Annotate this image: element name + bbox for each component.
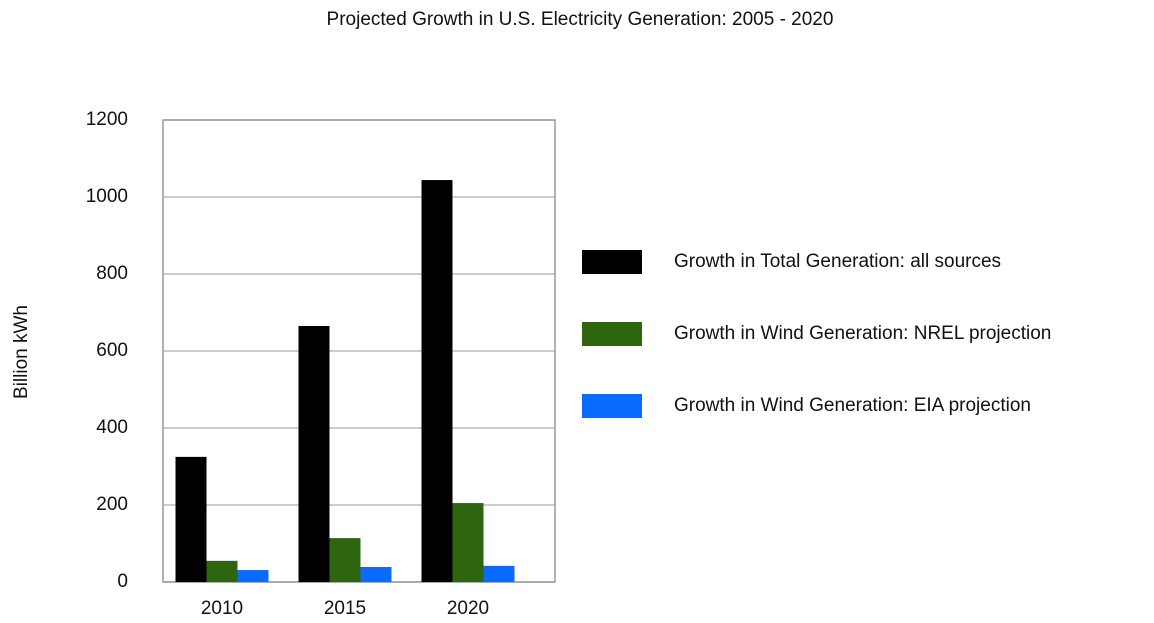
bar xyxy=(298,325,330,582)
x-tick-label: 2015 xyxy=(324,598,366,619)
y-axis-label: Billion kWh xyxy=(11,305,32,399)
legend-label: Growth in Total Generation: all sources xyxy=(674,251,1001,272)
legend-swatch xyxy=(582,322,642,346)
legend-swatch xyxy=(582,250,642,274)
legend-label: Growth in Wind Generation: NREL projecti… xyxy=(674,323,1051,344)
y-tick-label: 200 xyxy=(96,494,128,515)
y-tick-label: 1200 xyxy=(86,109,128,130)
bar xyxy=(452,503,484,582)
chart-title: Projected Growth in U.S. Electricity Gen… xyxy=(327,9,834,30)
legend-label: Growth in Wind Generation: EIA projectio… xyxy=(674,395,1031,416)
bar xyxy=(483,565,515,582)
x-tick-label: 2010 xyxy=(201,598,243,619)
bar xyxy=(206,560,238,582)
bar xyxy=(421,180,453,582)
bar xyxy=(329,538,361,582)
y-tick-label: 400 xyxy=(96,417,128,438)
bar xyxy=(175,456,207,582)
legend-swatch xyxy=(582,394,642,418)
y-tick-label: 1000 xyxy=(86,186,128,207)
y-tick-label: 600 xyxy=(96,340,128,361)
bar xyxy=(237,570,269,582)
y-tick-label: 800 xyxy=(96,263,128,284)
y-tick-label: 0 xyxy=(117,571,128,592)
x-tick-label: 2020 xyxy=(447,598,489,619)
bar xyxy=(360,566,392,582)
